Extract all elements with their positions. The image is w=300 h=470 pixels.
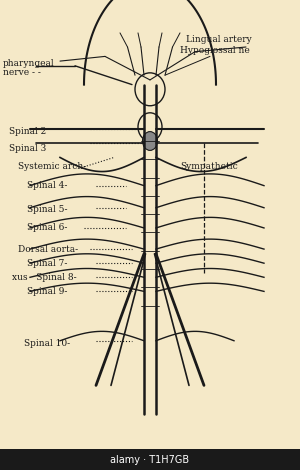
Text: Spinal 7-: Spinal 7-: [27, 258, 68, 268]
Ellipse shape: [142, 132, 158, 150]
Text: Lingual artery: Lingual artery: [186, 35, 252, 45]
Text: Spinal 3: Spinal 3: [9, 143, 46, 153]
Text: pharyngeal: pharyngeal: [3, 59, 55, 68]
Text: nerve - -: nerve - -: [3, 68, 41, 78]
Text: xus   Spinal 8-: xus Spinal 8-: [12, 273, 76, 282]
Text: Hypoglossal ne: Hypoglossal ne: [180, 46, 250, 55]
Text: Spinal 4-: Spinal 4-: [27, 181, 68, 190]
Text: Spinal 6-: Spinal 6-: [27, 223, 68, 233]
Text: Systemic arch-: Systemic arch-: [18, 162, 86, 172]
Text: Spinal 2: Spinal 2: [9, 127, 46, 136]
Text: Spinal 9-: Spinal 9-: [27, 287, 68, 296]
Text: Spinal 5-: Spinal 5-: [27, 204, 68, 214]
Text: Sympathetic: Sympathetic: [180, 162, 238, 172]
Text: Spinal 10-: Spinal 10-: [24, 338, 70, 348]
Text: alamy · T1H7GB: alamy · T1H7GB: [110, 454, 190, 465]
Bar: [0, 449, 300, 470]
Text: Dorsal aorta-: Dorsal aorta-: [18, 244, 78, 254]
